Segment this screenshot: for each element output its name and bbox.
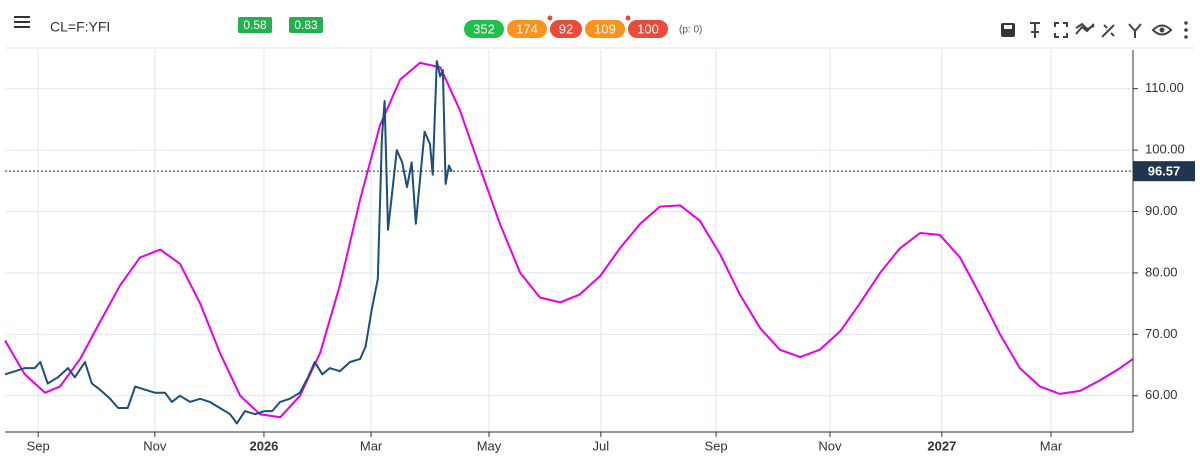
x-tick-label: Nov: [818, 438, 842, 453]
score-bg: [550, 20, 582, 38]
menu-button[interactable]: [14, 16, 30, 28]
score-bg: [464, 20, 504, 38]
pin-icon[interactable]: [1030, 22, 1040, 38]
x-tick-label: 2027: [927, 438, 956, 453]
symbol: CL=F:YFI: [50, 19, 110, 35]
badge-bg: [289, 17, 323, 33]
more-icon[interactable]: [1184, 21, 1188, 39]
y-tick-label: 80.00: [1145, 264, 1178, 279]
x-tick-label: Jul: [593, 438, 610, 453]
x-tick-label: Mar: [360, 438, 383, 453]
score: 352: [473, 21, 495, 36]
badge: 0.83: [294, 18, 318, 32]
y-tick-label: 110.00: [1145, 80, 1184, 95]
eye-icon[interactable]: [1151, 24, 1173, 36]
badges: 0.58 0.83: [238, 17, 323, 33]
plot: 60.00 70.00 80.00 90.00 100.00 110.00 Sep Nov 20…: [4, 50, 1195, 453]
trend-icon[interactable]: [1075, 22, 1095, 35]
y-tick-label: 100.00: [1145, 142, 1185, 157]
x-tick-label: Nov: [143, 438, 167, 453]
score: 174: [516, 21, 538, 36]
x-tick-label: 2026: [249, 438, 278, 453]
last-value-label: 96.57: [1148, 164, 1181, 179]
y-tick-label: 60.00: [1145, 387, 1178, 402]
save-icon[interactable]: [1001, 23, 1015, 37]
series-line: [4, 60, 453, 425]
x-tick-label: Mar: [1040, 438, 1063, 453]
p-label: (p: 0): [679, 25, 702, 36]
toolbar: [1001, 21, 1188, 39]
y-tick-label: 90.00: [1145, 203, 1178, 218]
score: 109: [594, 21, 616, 36]
x-tick-label: May: [477, 438, 502, 453]
score-dot: [547, 15, 553, 21]
score-bg: [507, 20, 547, 38]
score: 100: [637, 21, 659, 36]
score-dot: [625, 15, 631, 21]
scores: 352 174 92 109 100 (p: 0): [464, 15, 702, 38]
score-bg: [628, 20, 668, 38]
score-bg: [585, 20, 625, 38]
draw-icon[interactable]: [1101, 24, 1115, 38]
y-tick-label: 70.00: [1145, 326, 1178, 341]
score: 92: [559, 21, 573, 36]
last-value-bg: [1133, 161, 1195, 182]
fullscreen-icon[interactable]: [1054, 22, 1068, 38]
badge: 0.58: [243, 18, 267, 32]
branch-icon[interactable]: [1128, 23, 1142, 38]
badge-bg: [238, 17, 272, 33]
x-tick-label: Sep: [705, 438, 728, 453]
series-line: [4, 61, 1134, 419]
x-tick-label: Sep: [27, 438, 50, 453]
